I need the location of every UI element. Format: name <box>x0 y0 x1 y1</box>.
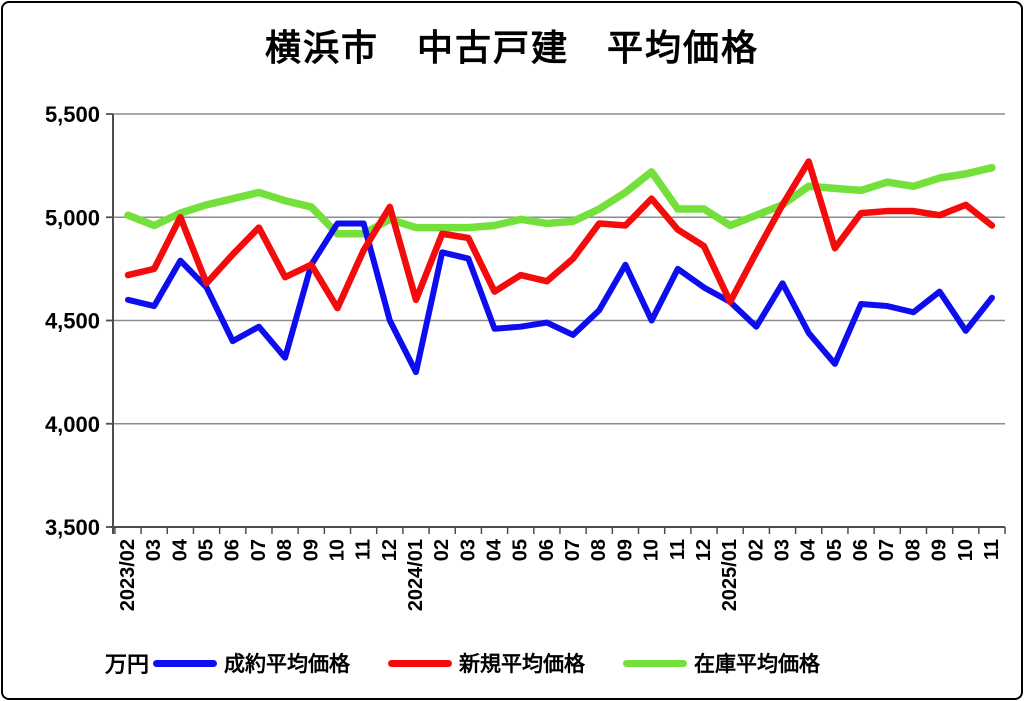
x-axis-label: 03 <box>143 539 165 561</box>
x-axis-label: 12 <box>693 539 715 561</box>
x-axis-label: 2024/01 <box>405 539 427 611</box>
legend-label-contracted: 成約平均価格 <box>224 653 351 676</box>
x-axis-label: 07 <box>248 539 270 561</box>
x-axis-label: 05 <box>196 539 218 561</box>
red-line-swatch <box>388 659 453 667</box>
x-axis-label: 07 <box>876 539 898 561</box>
green-line-swatch <box>623 659 688 667</box>
legend-item-stock: 在庫平均価格 <box>623 648 820 678</box>
chart-legend: 万円 成約平均価格 新規平均価格 在庫平均価格 <box>105 647 858 679</box>
x-axis-label: 04 <box>484 538 506 561</box>
x-axis-label: 2025/01 <box>719 539 741 611</box>
x-axis-label: 12 <box>379 539 401 561</box>
blue-line-swatch <box>153 659 218 667</box>
x-axis-label: 11 <box>667 539 689 560</box>
x-axis-label: 10 <box>955 539 977 561</box>
x-axis-label: 10 <box>326 539 348 561</box>
legend-item-new: 新規平均価格 <box>388 648 585 678</box>
y-axis-label: 4,500 <box>45 309 100 334</box>
x-axis-label: 10 <box>641 539 663 561</box>
x-axis-label: 05 <box>824 539 846 561</box>
y-axis-label: 5,500 <box>45 102 100 127</box>
legend-item-contracted: 成約平均価格 <box>153 648 350 678</box>
x-axis-label: 03 <box>457 539 479 561</box>
x-axis-label: 09 <box>614 539 636 561</box>
unit-label: 万円 <box>105 652 150 677</box>
x-axis-label: 02 <box>431 539 453 561</box>
x-axis-label: 06 <box>850 539 872 561</box>
legend-label-stock: 在庫平均価格 <box>694 653 821 676</box>
x-axis-label: 08 <box>274 539 296 561</box>
x-axis-label: 05 <box>510 539 532 561</box>
x-axis-label: 2023/02 <box>117 539 139 611</box>
x-axis-label: 09 <box>929 539 951 561</box>
x-axis-label: 11 <box>353 539 375 560</box>
x-axis-label: 06 <box>222 539 244 561</box>
series-line-0 <box>125 220 995 376</box>
x-axis-label: 04 <box>798 538 820 561</box>
x-axis-label: 08 <box>902 539 924 561</box>
series-line-2 <box>124 163 996 238</box>
y-axis-label: 5,000 <box>45 205 100 230</box>
y-axis-label: 3,500 <box>45 515 100 540</box>
x-axis-label: 04 <box>169 538 191 561</box>
x-axis-label: 08 <box>588 539 610 561</box>
chart-title: 横浜市 中古戸建 平均価格 <box>264 27 759 68</box>
legend-label-new: 新規平均価格 <box>459 653 586 676</box>
x-axis-label: 02 <box>745 539 767 561</box>
x-axis-label: 03 <box>772 539 794 561</box>
series-line-1 <box>124 158 996 312</box>
x-axis-label: 09 <box>300 539 322 561</box>
x-axis-label: 07 <box>562 539 584 561</box>
y-axis-label: 4,000 <box>45 412 100 437</box>
x-axis-label: 06 <box>536 539 558 561</box>
x-axis-label: 11 <box>981 539 1003 560</box>
